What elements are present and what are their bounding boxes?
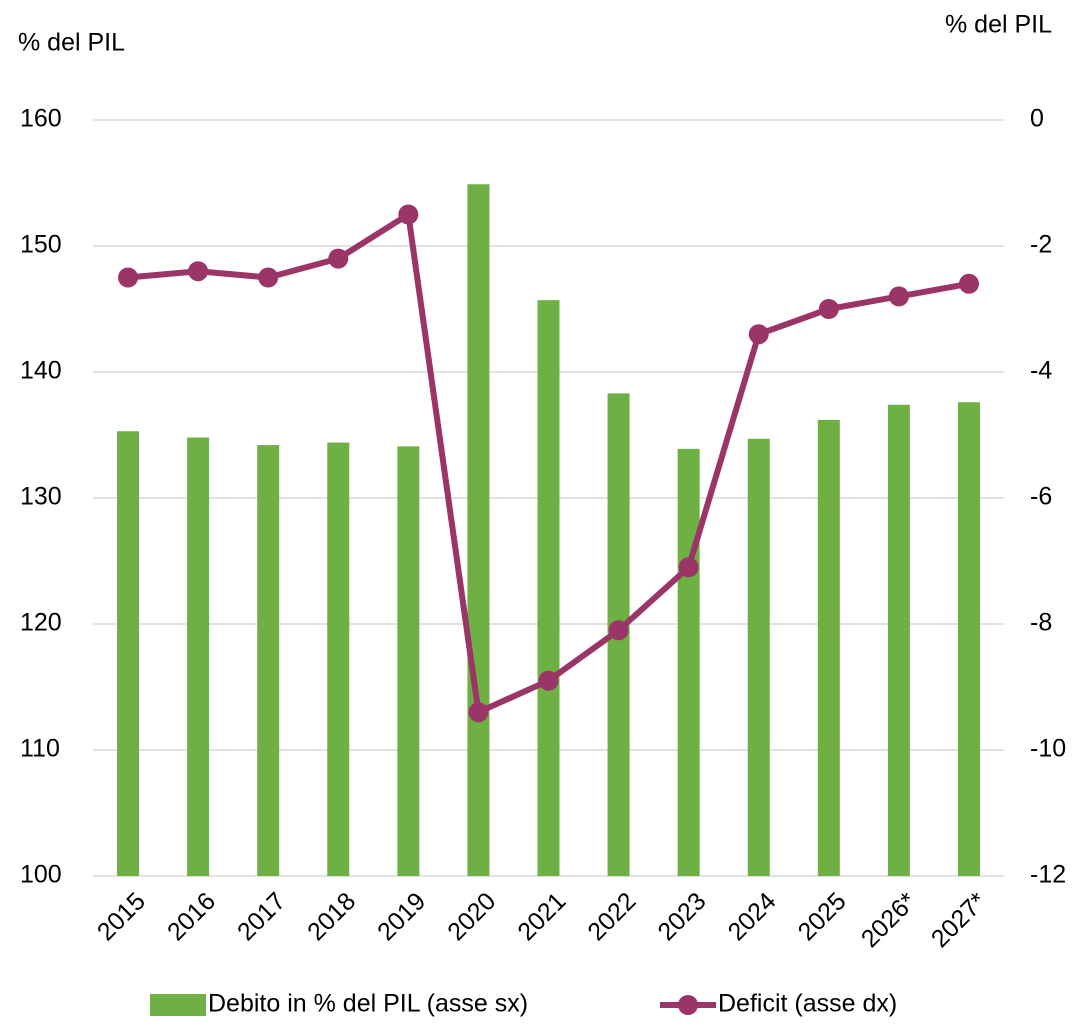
marker — [468, 702, 489, 723]
x-tick-label: 2025 — [793, 887, 852, 946]
y-tick-label: 160 — [20, 105, 62, 133]
x-tick-label: 2020 — [442, 887, 501, 946]
y2-axis-label: % del PIL — [945, 11, 1052, 39]
marker — [748, 324, 769, 345]
y-tick-label: 110 — [20, 735, 60, 763]
marker — [118, 267, 139, 288]
y-tick-label: 150 — [20, 231, 62, 259]
marker — [608, 620, 629, 641]
marker — [258, 267, 279, 288]
bar — [817, 419, 840, 876]
legend-label: Deficit (asse dx) — [718, 990, 897, 1018]
x-tick-label: 2023 — [652, 887, 711, 946]
legend-label: Debito in % del PIL (asse sx) — [208, 990, 528, 1018]
bar — [397, 446, 420, 876]
y-tick-label: 120 — [20, 609, 62, 637]
marker — [678, 557, 699, 578]
x-tick-label: 2024 — [723, 887, 782, 946]
bar — [747, 438, 770, 876]
x-tick-label: 2018 — [302, 887, 361, 946]
y2-tick-label: -10 — [1030, 735, 1066, 763]
legend-swatch — [150, 994, 206, 1016]
marker — [538, 670, 559, 691]
marker — [328, 248, 349, 269]
bar — [887, 404, 910, 876]
x-tick-label: 2016 — [162, 887, 221, 946]
x-tick-label: 2027* — [926, 887, 992, 953]
bar — [467, 184, 490, 876]
bar — [117, 431, 140, 876]
marker — [398, 204, 419, 225]
x-tick-label: 2022 — [582, 887, 641, 946]
y2-tick-label: -8 — [1030, 609, 1052, 637]
x-tick-label: 2021 — [512, 887, 571, 946]
bar — [257, 445, 280, 876]
y2-tick-label: -12 — [1030, 861, 1066, 889]
y-tick-label: 130 — [20, 483, 62, 511]
y2-tick-label: -4 — [1030, 357, 1052, 385]
x-tick-label: 2017 — [232, 887, 291, 946]
x-tick-label: 2026* — [856, 887, 922, 953]
bar — [677, 448, 700, 876]
bar — [327, 442, 350, 876]
marker — [888, 286, 909, 307]
y-axis-label: % del PIL — [18, 29, 125, 57]
marker — [818, 299, 839, 319]
x-tick-label: 2015 — [92, 887, 151, 946]
marker — [188, 261, 209, 282]
bar — [537, 300, 560, 876]
bar — [187, 437, 210, 876]
y-tick-label: 100 — [20, 861, 62, 889]
x-tick-label: 2019 — [372, 887, 431, 946]
legend-swatch — [678, 995, 698, 1015]
y-tick-label: 140 — [20, 357, 62, 385]
y2-tick-label: -2 — [1030, 231, 1052, 259]
bar — [957, 402, 980, 876]
y2-tick-label: 0 — [1030, 105, 1044, 133]
marker — [958, 273, 979, 294]
y2-tick-label: -6 — [1030, 483, 1052, 511]
